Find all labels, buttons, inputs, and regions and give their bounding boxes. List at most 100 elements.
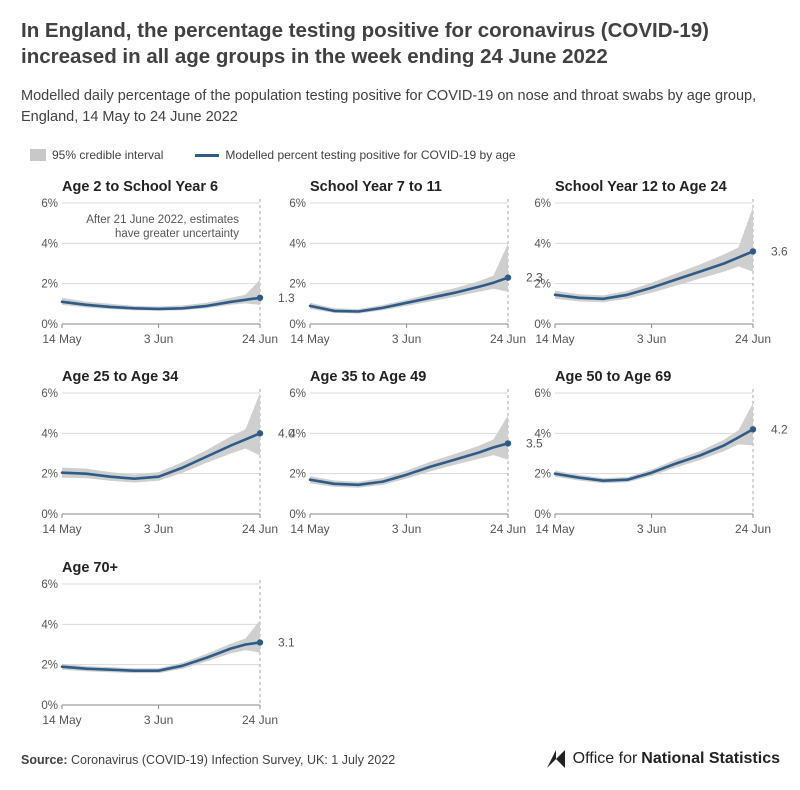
annotation-line: have greater uncertainty [115, 228, 239, 240]
end-value-label: 2.3 [526, 271, 543, 285]
x-tick-label: 3 Jun [144, 522, 173, 536]
y-tick-label: 4% [41, 428, 58, 440]
y-tick-label: 4% [289, 428, 306, 440]
end-value-label: 4.2 [771, 422, 788, 436]
legend-line-label: Modelled percent testing positive for CO… [225, 148, 516, 162]
x-tick-label: 3 Jun [637, 332, 666, 346]
chart-panel: Age 50 to Age 69 0% 2% 4% 6% 14 May 3 Jun 24 Ju… [534, 369, 788, 536]
credible-interval-band [310, 243, 508, 314]
panel-title: Age 35 to Age 49 [310, 369, 426, 385]
x-tick-label: 3 Jun [392, 522, 421, 536]
y-tick-label: 0% [289, 319, 306, 331]
y-tick-label: 2% [534, 279, 551, 291]
chart-panel: School Year 12 to Age 24 0% 2% 4% 6% 14 May 3 … [534, 179, 788, 346]
x-tick-label: 3 Jun [144, 713, 173, 727]
modelled-line [60, 432, 262, 480]
modelled-line [553, 428, 755, 482]
x-tick-label: 24 Jun [242, 522, 278, 536]
end-point [256, 639, 264, 646]
chart-panel: Age 2 to School Year 6 0% 2% 4% 6% 14 May 3 Ju… [41, 179, 295, 346]
x-tick-label: 24 Jun [242, 332, 278, 346]
y-tick-label: 4% [534, 428, 551, 440]
modelled-line [60, 641, 262, 672]
y-tick-label: 4% [41, 238, 58, 250]
chart-panel: School Year 7 to 11 0% 2% 4% 6% 14 May 3 Jun 24… [289, 179, 543, 346]
end-point [749, 248, 757, 255]
credible-interval-band [555, 403, 753, 484]
chart-panel: Age 35 to Age 49 0% 2% 4% 6% 14 May 3 Jun 24 Ju… [289, 369, 543, 536]
end-point [256, 294, 264, 301]
modelled-line [308, 442, 510, 487]
legend: 95% credible interval Modelled percent t… [30, 148, 516, 162]
credible-interval-band [555, 207, 753, 303]
source-note: Source: Coronavirus (COVID-19) Infection… [21, 753, 395, 767]
y-tick-label: 2% [289, 279, 306, 291]
y-tick-label: 0% [534, 509, 551, 521]
modelled-line-swatch [195, 153, 220, 157]
y-tick-label: 6% [41, 198, 58, 210]
ons-logo-text-regular: Office for [572, 750, 638, 767]
page-title: In England, the percentage testing posit… [21, 19, 710, 68]
x-tick-label: 24 Jun [735, 332, 771, 346]
page-subtitle: Modelled daily percentage of the populat… [21, 88, 757, 125]
credible-interval-band [62, 393, 260, 483]
y-tick-label: 0% [41, 319, 58, 331]
y-tick-label: 4% [41, 619, 58, 631]
x-tick-label: 3 Jun [392, 332, 421, 346]
ons-logo-text-bold: National Statistics [641, 750, 780, 767]
y-tick-label: 6% [289, 198, 306, 210]
annotation-line: After 21 June 2022, estimates [86, 214, 239, 226]
end-point [504, 440, 512, 447]
y-tick-label: 4% [289, 238, 306, 250]
y-tick-label: 4% [534, 238, 551, 250]
credible-interval-band [62, 279, 260, 311]
ons-logo-icon [546, 750, 565, 768]
x-tick-label: 24 Jun [242, 713, 278, 727]
x-tick-label: 14 May [42, 522, 81, 536]
legend-interval-label: 95% credible interval [52, 148, 164, 162]
x-tick-label: 14 May [290, 522, 329, 536]
y-tick-label: 2% [41, 469, 58, 481]
modelled-line [308, 276, 510, 313]
y-tick-label: 2% [41, 660, 58, 672]
y-tick-label: 6% [41, 388, 58, 400]
end-point [256, 430, 264, 437]
x-tick-label: 14 May [42, 332, 81, 346]
panel-title: School Year 7 to 11 [310, 179, 442, 195]
y-tick-label: 6% [534, 388, 551, 400]
credible-interval-swatch [30, 149, 46, 161]
chart-panel: Age 25 to Age 34 0% 2% 4% 6% 14 May 3 Jun 24 Ju… [41, 369, 295, 536]
x-tick-label: 24 Jun [735, 522, 771, 536]
panel-title: Age 25 to Age 34 [62, 369, 178, 385]
y-tick-label: 6% [534, 198, 551, 210]
source-label: Source: [21, 753, 68, 767]
y-tick-label: 2% [41, 279, 58, 291]
source-text: Coronavirus (COVID-19) Infection Survey,… [71, 753, 396, 767]
x-tick-label: 3 Jun [144, 332, 173, 346]
y-tick-label: 0% [289, 509, 306, 521]
y-tick-label: 0% [534, 319, 551, 331]
chart-panel: Age 70+ 0% 2% 4% 6% 14 May 3 Jun 24 Jun 3.1 [41, 560, 295, 727]
x-tick-label: 14 May [535, 522, 574, 536]
panel-title: Age 2 to School Year 6 [62, 179, 218, 195]
modelled-line [553, 250, 755, 301]
y-tick-label: 2% [289, 469, 306, 481]
x-tick-label: 14 May [290, 332, 329, 346]
y-tick-label: 0% [41, 700, 58, 712]
x-tick-label: 14 May [42, 713, 81, 727]
x-tick-label: 14 May [535, 332, 574, 346]
end-value-label: 3.5 [526, 436, 543, 450]
modelled-line [60, 296, 262, 311]
panel-title: Age 70+ [62, 560, 118, 576]
y-tick-label: 6% [289, 388, 306, 400]
end-point [504, 274, 512, 281]
y-tick-label: 0% [41, 509, 58, 521]
panel-title: Age 50 to Age 69 [555, 369, 671, 385]
ons-logo: Office for National Statistics [545, 748, 780, 770]
y-tick-label: 6% [41, 579, 58, 591]
x-tick-label: 3 Jun [637, 522, 666, 536]
credible-interval-band [62, 620, 260, 674]
x-tick-label: 24 Jun [490, 522, 526, 536]
end-value-label: 3.6 [771, 244, 788, 258]
